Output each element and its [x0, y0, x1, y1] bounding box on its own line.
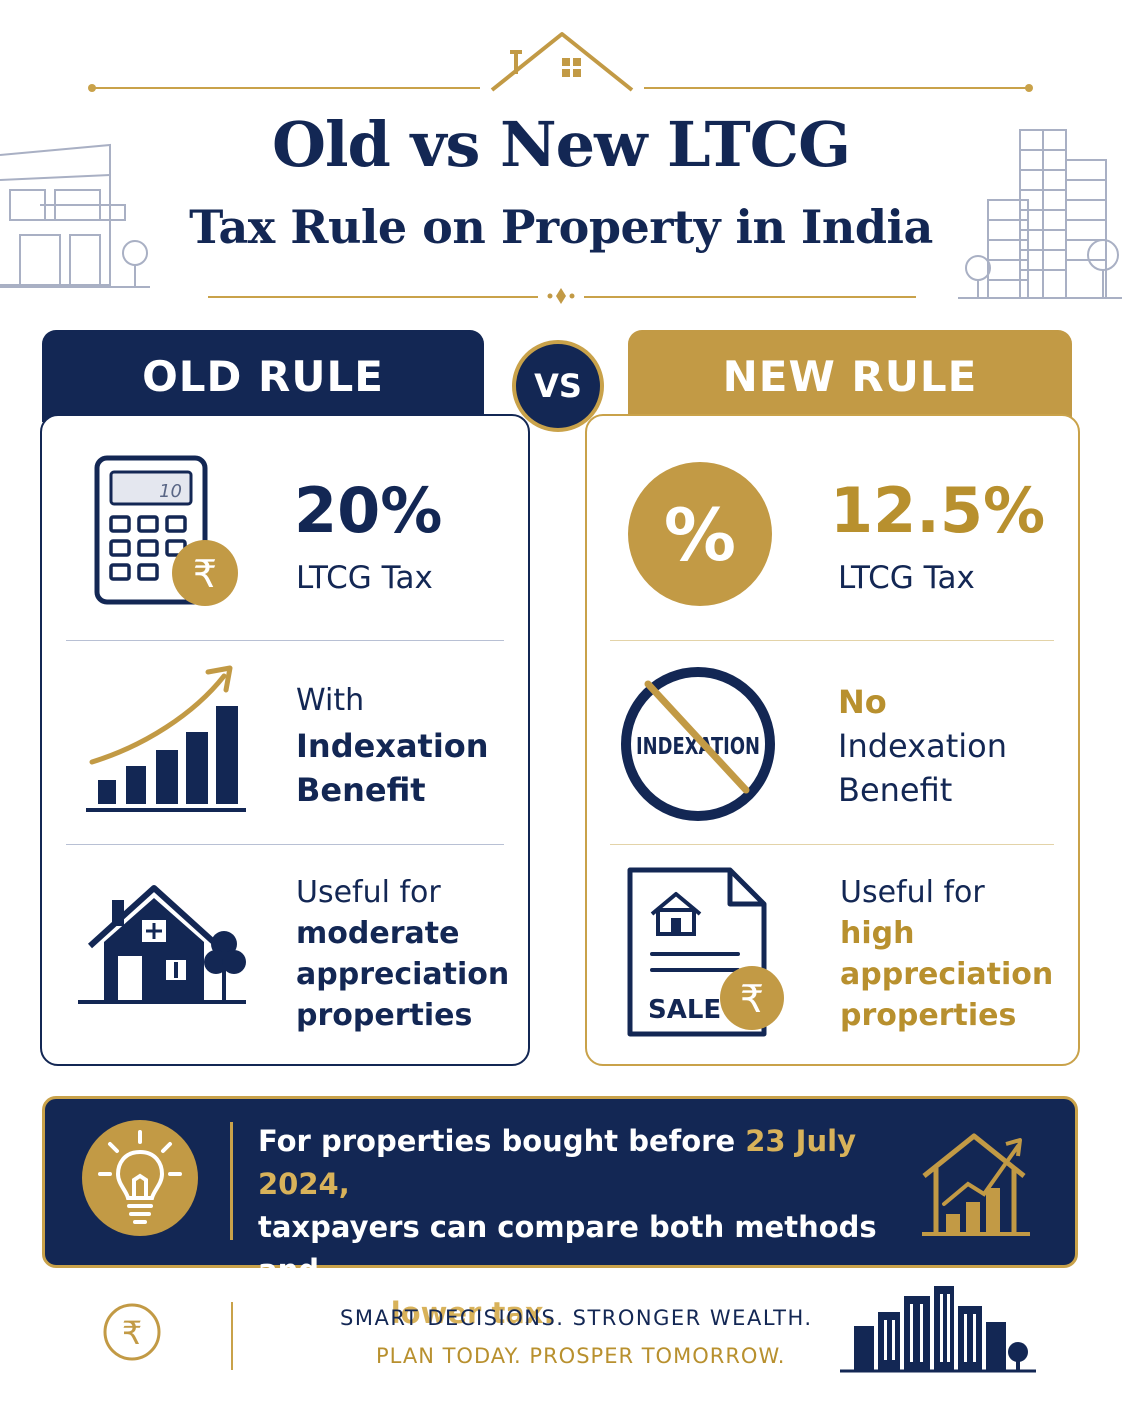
sale-document-icon: SALE ₹	[627, 867, 784, 1037]
new-useful-line2: appreciation	[840, 957, 1054, 992]
new-useful-line3: properties	[840, 998, 1017, 1033]
percent-icon: %	[628, 462, 772, 606]
header-line-right	[644, 87, 1028, 89]
ornament-icon	[547, 288, 575, 304]
new-indexation-line1: Indexation	[838, 727, 1007, 765]
svg-text:₹: ₹	[122, 1314, 142, 1352]
right-buildings-illustration	[958, 129, 1122, 299]
new-divider-2	[610, 844, 1054, 845]
banner-part3: pay the	[258, 1296, 391, 1330]
old-useful-prefix: Useful for	[296, 875, 441, 910]
no-indexation-icon: INDEXATION	[621, 667, 775, 821]
old-useful-line2: appreciation	[296, 957, 510, 992]
old-divider-2	[66, 844, 504, 845]
new-divider-1	[610, 640, 1054, 641]
new-indexation-line2: Benefit	[838, 771, 953, 809]
new-useful-prefix: Useful for	[840, 875, 985, 910]
sale-label: SALE	[648, 995, 721, 1025]
left-building-illustration	[0, 143, 150, 288]
new-rate-label: LTCG Tax	[838, 560, 975, 596]
old-indexation-prefix: With	[296, 683, 365, 718]
vs-badge: VS	[512, 340, 604, 432]
house-roof-icon	[490, 32, 634, 92]
header-dot-right	[1025, 84, 1033, 92]
svg-text:₹: ₹	[740, 977, 764, 1021]
banner-separator	[230, 1122, 233, 1240]
rupee-icon: ₹	[193, 552, 217, 596]
info-banner	[42, 1096, 1078, 1268]
old-indexation-line2: Benefit	[296, 771, 426, 809]
banner-date: 23 July 2024,	[258, 1124, 856, 1201]
new-rate: 12.5%	[830, 474, 1046, 547]
old-useful-line3: properties	[296, 998, 473, 1033]
growth-chart-icon	[86, 665, 246, 812]
header-line-left	[92, 87, 480, 89]
page-subtitle: Tax Rule on Property in India	[189, 200, 933, 254]
old-useful-line1: moderate	[296, 916, 460, 951]
banner-part2: taxpayers can compare both methods and	[258, 1210, 877, 1287]
svg-text:%: %	[664, 493, 736, 577]
new-indexation-prefix: No	[838, 683, 887, 721]
banner-text: For properties bought before 23 July 202…	[258, 1120, 918, 1335]
new-rule-heading: NEW RULE	[628, 330, 1072, 422]
old-indexation-line1: Indexation	[296, 727, 489, 765]
footer-rupee-icon: ₹	[103, 1303, 161, 1361]
old-divider-1	[66, 640, 504, 641]
old-rule-heading: OLD RULE	[42, 330, 484, 422]
page-title: Old vs New LTCG	[271, 108, 851, 181]
new-useful-line1: high	[840, 916, 915, 951]
banner-part1: For properties bought before	[258, 1124, 746, 1158]
footer-tagline-1: SMART DECISIONS. STRONGER WEALTH.	[340, 1306, 813, 1330]
house-icon	[78, 885, 246, 1004]
title-underline-right	[584, 296, 916, 298]
lightbulb-icon	[82, 1120, 198, 1236]
old-rate-label: LTCG Tax	[296, 560, 433, 596]
title-underline-left	[208, 296, 538, 298]
footer-separator	[231, 1302, 233, 1370]
calculator-display: 10	[159, 481, 182, 502]
footer-tagline-2: PLAN TODAY. PROSPER TOMORROW.	[376, 1344, 786, 1368]
header-dot-left	[88, 84, 96, 92]
house-growth-icon	[922, 1133, 1030, 1236]
old-rate: 20%	[294, 474, 443, 547]
banner-highlight: lower tax.	[390, 1296, 555, 1330]
city-skyline-icon	[840, 1286, 1036, 1373]
calculator-icon: 10 ₹	[94, 455, 238, 606]
